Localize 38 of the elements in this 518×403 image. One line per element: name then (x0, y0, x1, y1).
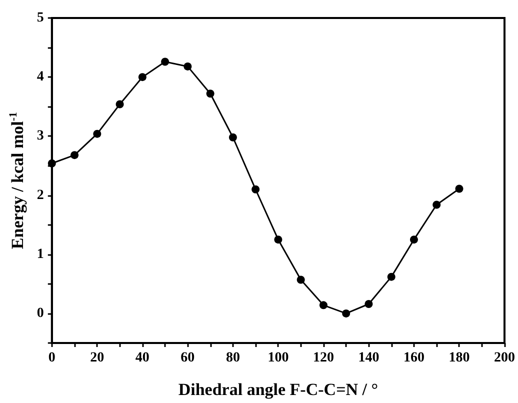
point (274, 236, 282, 244)
y-tick-label: 4 (36, 70, 44, 85)
y-tick-label: 1 (36, 246, 44, 262)
x-tick-label: 180 (448, 350, 470, 366)
point (432, 200, 441, 209)
y-tick-label: 0 (36, 306, 44, 321)
point (455, 184, 464, 193)
point (93, 130, 102, 138)
x-tick-label: 160 (403, 350, 424, 366)
point (387, 272, 396, 281)
x-tick-label: 80 (226, 350, 240, 366)
point (252, 185, 260, 194)
x-tick-label: 100 (268, 350, 289, 366)
point (364, 300, 373, 308)
point (48, 159, 56, 168)
point (228, 133, 237, 142)
point (342, 309, 350, 318)
point (138, 73, 146, 82)
y-tick-label: 3 (36, 128, 44, 144)
point (116, 100, 124, 108)
point (296, 276, 305, 284)
point (70, 151, 79, 160)
x-tick-label: 140 (358, 350, 380, 366)
y-axis-title: Energy / kcal mol-1 (8, 112, 27, 250)
x-axis-title: Dihedral angle F-C-C=N / ° (178, 380, 378, 399)
point (410, 236, 418, 244)
point (206, 90, 214, 98)
x-tick-label: 0 (48, 350, 56, 366)
point (184, 62, 192, 70)
x-tick-label: 200 (494, 350, 515, 366)
x-tick-label: 40 (135, 350, 150, 366)
x-tick-label: 120 (312, 350, 334, 366)
y-tick-label: 2 (36, 188, 44, 203)
x-tick-label: 20 (90, 350, 104, 366)
point (319, 301, 328, 310)
point (161, 58, 170, 66)
x-tick-label: 60 (180, 350, 195, 366)
y-tick-label: 5 (36, 10, 44, 26)
